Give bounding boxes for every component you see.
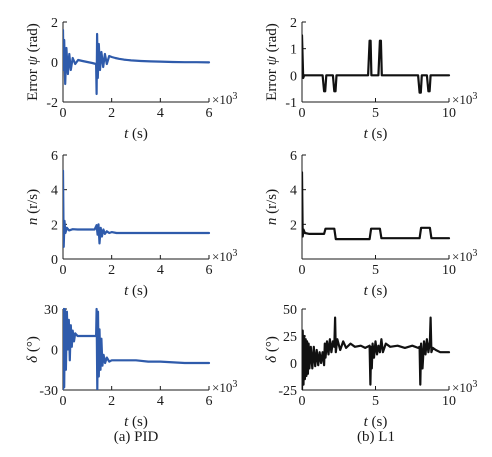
x-tick-label: 5 (372, 394, 379, 409)
series-line-b3-0 (302, 316, 451, 390)
y-tick-label: 0 (290, 357, 297, 372)
y-tick-label: 0 (51, 344, 58, 359)
x-tick-label: 0 (60, 394, 67, 409)
x-tick-label: 2 (108, 394, 115, 409)
y-tick-label: -1 (285, 96, 297, 111)
y-tick-label: 6 (51, 149, 58, 164)
x-tick-label: 6 (206, 106, 213, 121)
y-tick-label: 0 (51, 253, 58, 268)
x-tick-label: 4 (157, 263, 164, 278)
x-multiplier-label: ×103 (212, 379, 237, 395)
y-axis-label: n (r/s) (25, 189, 41, 225)
y-tick-label: -2 (46, 96, 58, 111)
chart-a2: 0 2 4 6 0 2 4 6 t (s) ×103 n (r/s) (25, 149, 237, 299)
x-tick-label: 10 (442, 263, 456, 278)
y-tick-label: 25 (283, 330, 297, 345)
x-tick-label: 6 (206, 394, 213, 409)
y-axis-label: δ (°) (264, 336, 280, 363)
x-axis-label: t (s) (124, 283, 148, 299)
x-tick-label: 6 (206, 263, 213, 278)
x-multiplier-label: ×103 (452, 379, 477, 395)
x-multiplier-label: ×103 (212, 91, 237, 107)
x-tick-label: 2 (108, 106, 115, 121)
x-tick-label: 10 (442, 106, 456, 121)
y-tick-label: 2 (290, 16, 297, 31)
y-axis-label: δ (°) (25, 336, 41, 363)
series-line-b1-0 (302, 34, 451, 94)
y-tick-label: 0 (290, 69, 297, 84)
chart-b2: 0 5 10 2 4 6 t (s) ×103 n (r/s) (264, 149, 477, 299)
y-tick-label: 0 (51, 56, 58, 71)
x-multiplier-label: ×103 (452, 91, 477, 107)
y-tick-label: 4 (51, 184, 58, 199)
subfigure-caption: (a) PID (114, 429, 159, 445)
y-tick-label: 1 (290, 43, 297, 58)
x-multiplier-label: ×103 (212, 248, 237, 264)
series-line-b2-0 (302, 171, 451, 241)
x-tick-label: 0 (299, 106, 306, 121)
y-tick-label: 2 (51, 218, 58, 233)
x-tick-label: 0 (60, 263, 67, 278)
subfigure-caption: (b) L1 (357, 429, 395, 445)
x-tick-label: 4 (157, 394, 164, 409)
y-axis-label: n (r/s) (264, 189, 280, 225)
y-tick-label: 6 (290, 149, 297, 164)
y-axis-label: Error ψ (rad) (25, 23, 41, 101)
y-axis-label: Error ψ (rad) (264, 23, 280, 101)
x-axis-label: t (s) (364, 414, 388, 430)
y-tick-label: -30 (39, 384, 58, 399)
y-tick-label: 30 (44, 303, 58, 318)
x-tick-label: 10 (442, 394, 456, 409)
x-tick-label: 5 (372, 263, 379, 278)
y-tick-label: 4 (290, 184, 297, 199)
x-axis-label: t (s) (124, 414, 148, 430)
x-axis-label: t (s) (364, 126, 388, 142)
x-tick-label: 5 (372, 106, 379, 121)
y-tick-label: 2 (290, 218, 297, 233)
x-tick-label: 0 (299, 394, 306, 409)
x-tick-label: 2 (108, 263, 115, 278)
series-line-a1-0 (63, 28, 211, 96)
x-tick-label: 4 (157, 106, 164, 121)
x-tick-label: 0 (299, 263, 306, 278)
series-line-a3-0 (63, 307, 211, 390)
x-axis-label: t (s) (364, 283, 388, 299)
series-line-a2-0 (63, 169, 211, 248)
y-tick-label: 2 (51, 16, 58, 31)
x-axis-label: t (s) (124, 126, 148, 142)
x-multiplier-label: ×103 (452, 248, 477, 264)
y-tick-label: -25 (278, 384, 297, 399)
x-tick-label: 0 (60, 106, 67, 121)
y-tick-label: 50 (283, 303, 297, 318)
